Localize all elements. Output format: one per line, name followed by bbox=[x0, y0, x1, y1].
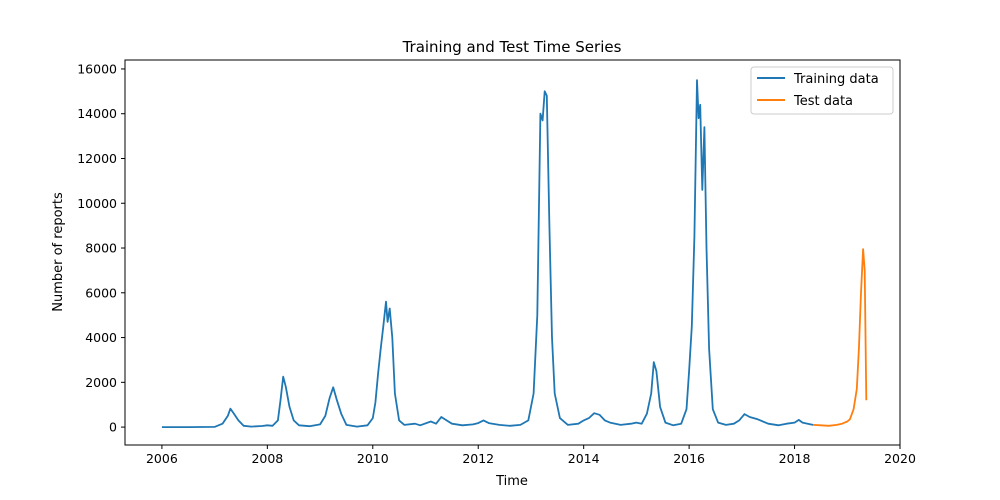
x-axis-title: Time bbox=[495, 474, 528, 489]
legend-label-test: Test data bbox=[793, 94, 853, 109]
y-tick-label-16000: 16000 bbox=[77, 61, 117, 76]
x-tick-label-2016: 2016 bbox=[673, 451, 705, 466]
x-tick-label-2014: 2014 bbox=[568, 451, 600, 466]
x-tick-label-2008: 2008 bbox=[251, 451, 283, 466]
y-tick-label-2000: 2000 bbox=[85, 375, 117, 390]
x-tick-label-2010: 2010 bbox=[357, 451, 389, 466]
x-axis-ticks: 2006 2008 2010 2012 2014 2016 2018 2020 bbox=[146, 445, 916, 466]
x-tick-label-2020: 2020 bbox=[884, 451, 916, 466]
y-axis-ticks: 0 2000 4000 6000 8000 10000 12000 14000 16000 bbox=[77, 61, 125, 435]
x-tick-label-2006: 2006 bbox=[146, 451, 178, 466]
y-tick-label-4000: 4000 bbox=[85, 330, 117, 345]
series-line-test bbox=[812, 248, 868, 427]
y-tick-label-12000: 12000 bbox=[77, 151, 117, 166]
x-tick-label-2018: 2018 bbox=[779, 451, 811, 466]
y-tick-label-10000: 10000 bbox=[77, 196, 117, 211]
y-tick-label-8000: 8000 bbox=[85, 241, 117, 256]
x-tick-label-2012: 2012 bbox=[462, 451, 494, 466]
chart-title: Training and Test Time Series bbox=[402, 38, 622, 56]
y-tick-label-14000: 14000 bbox=[77, 106, 117, 121]
legend-label-training: Training data bbox=[793, 72, 879, 87]
y-tick-label-6000: 6000 bbox=[85, 285, 117, 300]
y-axis-title: Number of reports bbox=[51, 192, 66, 312]
legend: Training data Test data bbox=[750, 66, 894, 115]
plot-frame bbox=[124, 59, 901, 446]
y-tick-label-0: 0 bbox=[109, 420, 117, 435]
series-line-training bbox=[161, 79, 814, 428]
series-layer bbox=[161, 79, 868, 428]
legend-box bbox=[750, 66, 894, 115]
